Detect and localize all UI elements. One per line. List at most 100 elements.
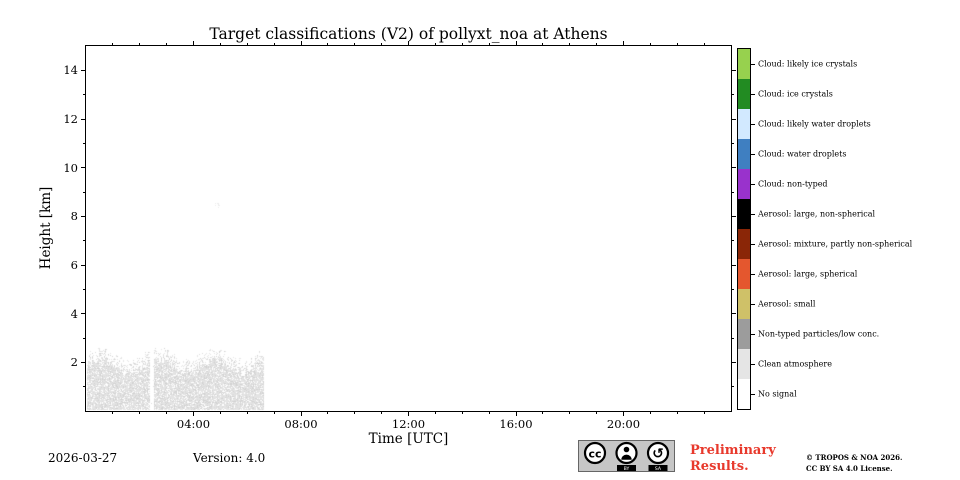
y-major-tick-right [732,118,736,120]
x-minor-tick [112,412,114,414]
colorbar-segment [738,79,750,109]
colorbar-tick [751,393,755,395]
x-minor-tick-top [542,43,544,45]
x-major-tick [515,412,517,416]
copyright-line1: © TROPOS & NOA 2026. [806,453,903,462]
x-tick-label: 08:00 [284,417,318,431]
y-minor-tick [83,142,85,144]
x-minor-tick [649,412,651,414]
preliminary-line2: Results. [690,458,749,474]
by-label: BY [624,466,630,472]
colorbar-tick [751,63,755,65]
y-major-tick [81,69,85,71]
y-minor-tick [83,240,85,242]
legend-label: Aerosol: small [758,299,816,309]
x-minor-tick [219,412,221,414]
cc-by-sa-icon: cc BY ↺ SA [578,440,675,472]
x-minor-tick [246,412,248,414]
x-minor-tick-top [112,43,114,45]
x-minor-tick-top [676,43,678,45]
x-minor-tick [596,412,598,414]
y-axis-label: Height [km] [38,186,54,270]
colorbar-segment [738,379,750,409]
x-major-tick [193,412,194,416]
y-minor-tick [83,191,85,193]
y-major-tick [81,313,85,315]
date-label: 2026-03-27 [48,451,118,465]
y-major-tick-right [732,313,736,315]
cc-icon: cc [588,448,601,461]
preliminary-line1: Preliminary [690,443,776,458]
y-major-tick-right [732,361,736,363]
x-minor-tick-top [569,43,571,45]
legend-label: Non-typed particles/low conc. [758,329,880,339]
y-tick-label: 14 [63,63,78,78]
legend-label: Aerosol: large, non-spherical [758,209,876,219]
y-tick-label: 8 [70,209,78,224]
x-minor-tick-top [354,43,356,45]
y-major-tick-right [732,215,736,217]
x-minor-tick-top [434,43,436,45]
colorbar-tick [751,273,755,275]
x-minor-tick [354,412,356,414]
x-tick-label: 04:00 [176,417,211,431]
y-minor-tick-right [732,142,734,144]
colorbar-tick [751,123,755,125]
preliminary-note: Preliminary Results. [690,443,776,474]
x-minor-tick [542,412,544,414]
x-minor-tick-top [703,43,705,45]
colorbar-segment [738,289,750,319]
colorbar-segment [738,109,750,139]
legend-label: Aerosol: large, spherical [758,269,858,279]
x-minor-tick [381,412,383,414]
colorbar-tick [751,183,755,185]
colorbar-tick [751,213,755,215]
legend-label: Cloud: water droplets [758,149,847,159]
x-minor-tick-top [488,43,490,45]
x-axis-label: Time [UTC] [368,431,449,447]
plot-area [85,45,732,412]
copyright-note: © TROPOS & NOA 2026. CC BY SA 4.0 Licens… [806,453,902,474]
y-minor-tick [83,288,85,290]
y-major-tick [81,215,85,217]
x-minor-tick [488,412,490,414]
colorbar-tick [751,153,755,155]
x-minor-tick-top [649,43,651,45]
x-minor-tick [569,412,571,414]
cc-by-sa-badge[interactable]: cc BY ↺ SA [578,440,675,472]
x-minor-tick-top [273,43,275,45]
version-label: Version: 4.0 [193,451,266,465]
colorbar-segment [738,199,750,229]
x-minor-tick [273,412,275,414]
x-tick-label: 12:00 [391,417,426,431]
colorbar-tick [751,243,755,245]
x-minor-tick [139,412,141,414]
colorbar-segment [738,229,750,259]
y-minor-tick-right [732,191,734,193]
y-major-tick-right [732,69,736,71]
legend-label: Cloud: likely ice crystals [758,59,858,69]
colorbar-tick [751,93,755,95]
colorbar-tick [751,363,755,365]
colorbar-segment [738,259,750,289]
x-major-tick-top [408,41,409,45]
colorbar-segment [738,319,750,349]
y-minor-tick-right [732,288,734,290]
colorbar-segment [738,349,750,379]
x-minor-tick [461,412,463,414]
y-major-tick-right [732,167,736,169]
y-tick-label: 12 [63,112,78,126]
colorbar-segment [738,139,750,169]
y-tick-label: 2 [70,355,78,370]
y-major-tick [81,167,85,169]
y-minor-tick-right [732,386,734,388]
y-tick-label: 4 [70,306,78,321]
x-minor-tick-top [381,43,383,45]
x-minor-tick [703,412,705,414]
person-icon [623,446,630,453]
x-major-tick [300,412,302,416]
x-minor-tick [166,412,168,414]
y-major-tick [81,118,85,120]
legend-label: No signal [758,389,797,399]
